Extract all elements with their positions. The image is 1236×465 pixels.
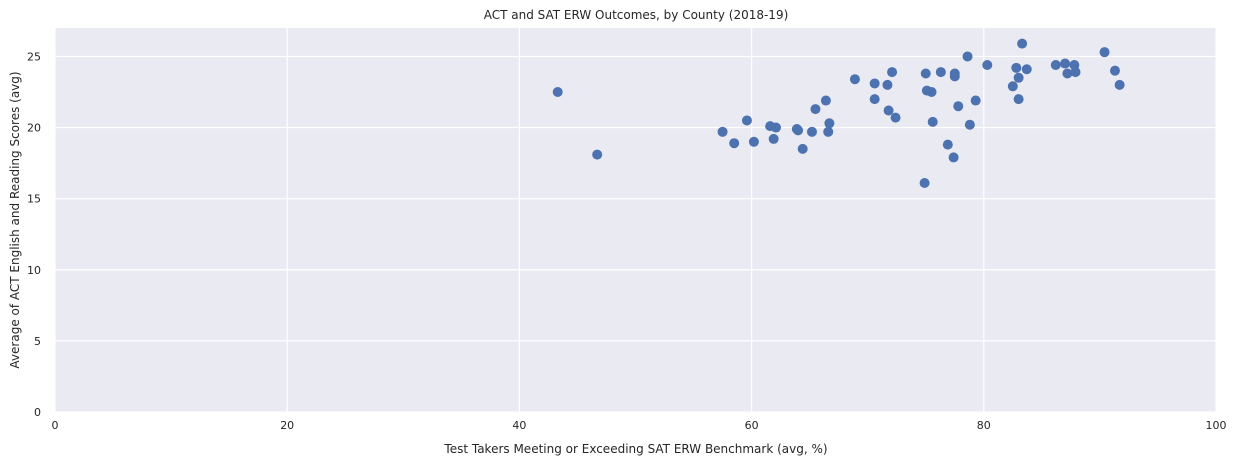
y-axis-title: Average of ACT English and Reading Score… xyxy=(8,71,22,368)
scatter-point xyxy=(717,126,728,137)
scatter-point xyxy=(820,95,831,106)
scatter-point xyxy=(935,67,946,78)
scatter-point xyxy=(926,87,937,97)
scatter-point xyxy=(953,101,964,112)
scatter-point xyxy=(1013,72,1024,83)
scatter-point xyxy=(970,95,981,106)
scatter-point xyxy=(1070,67,1081,78)
scatter-point xyxy=(1007,81,1018,92)
scatter-point xyxy=(768,133,779,144)
scatter-point xyxy=(982,59,993,70)
scatter-point xyxy=(810,104,821,115)
scatter-point xyxy=(890,112,901,123)
scatter-point xyxy=(1013,94,1024,105)
scatter-point xyxy=(793,125,804,136)
y-tick-label: 5 xyxy=(34,335,41,348)
x-tick-label: 80 xyxy=(977,419,991,432)
scatter-point xyxy=(1060,58,1071,69)
scatter-point xyxy=(1062,68,1073,79)
scatter-point xyxy=(1050,59,1061,70)
tick-labels: 0 20 40 60 80 100 0 5 10 15 20 25 xyxy=(27,50,1227,432)
y-tick-label: 0 xyxy=(34,406,41,419)
scatter-point xyxy=(1021,64,1032,75)
scatter-point xyxy=(797,143,808,154)
scatter-point xyxy=(748,136,759,147)
grid-lines xyxy=(54,28,1217,413)
x-tick-label: 20 xyxy=(280,419,294,432)
scatter-point xyxy=(1109,65,1120,76)
x-tick-label: 60 xyxy=(745,419,759,432)
x-axis-title: Test Takers Meeting or Exceeding SAT ERW… xyxy=(443,442,827,456)
x-tick-label: 100 xyxy=(1206,419,1227,432)
scatter-point xyxy=(1017,38,1028,49)
scatter-point xyxy=(770,122,781,133)
scatter-point xyxy=(920,68,931,79)
y-tick-label: 15 xyxy=(27,193,41,206)
scatter-point xyxy=(823,126,834,137)
scatter-point xyxy=(806,126,817,137)
plot-area xyxy=(55,28,1216,412)
scatter-point xyxy=(949,68,960,79)
scatter-point xyxy=(1114,79,1125,90)
scatter-point xyxy=(552,87,563,97)
scatter-point xyxy=(869,94,880,105)
x-tick-label: 40 xyxy=(512,419,526,432)
x-tick-label: 0 xyxy=(52,419,59,432)
scatter-point xyxy=(942,139,953,150)
scatter-point xyxy=(592,149,603,160)
scatter-point xyxy=(919,178,930,189)
y-tick-label: 10 xyxy=(27,264,41,277)
scatter-point xyxy=(948,152,959,163)
scatter-point xyxy=(1099,47,1110,58)
scatter-point xyxy=(869,78,880,89)
scatter-point xyxy=(964,119,975,130)
scatter-point xyxy=(882,79,893,90)
scatter-point xyxy=(741,115,752,126)
scatter-point xyxy=(849,74,860,85)
y-tick-label: 25 xyxy=(27,50,41,63)
scatter-point xyxy=(1011,62,1022,73)
y-tick-label: 20 xyxy=(27,122,41,135)
chart-title: ACT and SAT ERW Outcomes, by County (201… xyxy=(484,8,789,22)
data-points xyxy=(552,38,1125,189)
scatter-point xyxy=(729,138,740,149)
scatter-point xyxy=(962,51,973,62)
scatter-point xyxy=(883,105,894,116)
scatter-point xyxy=(824,118,835,129)
scatter-point xyxy=(927,116,938,127)
scatter-point xyxy=(887,67,898,78)
